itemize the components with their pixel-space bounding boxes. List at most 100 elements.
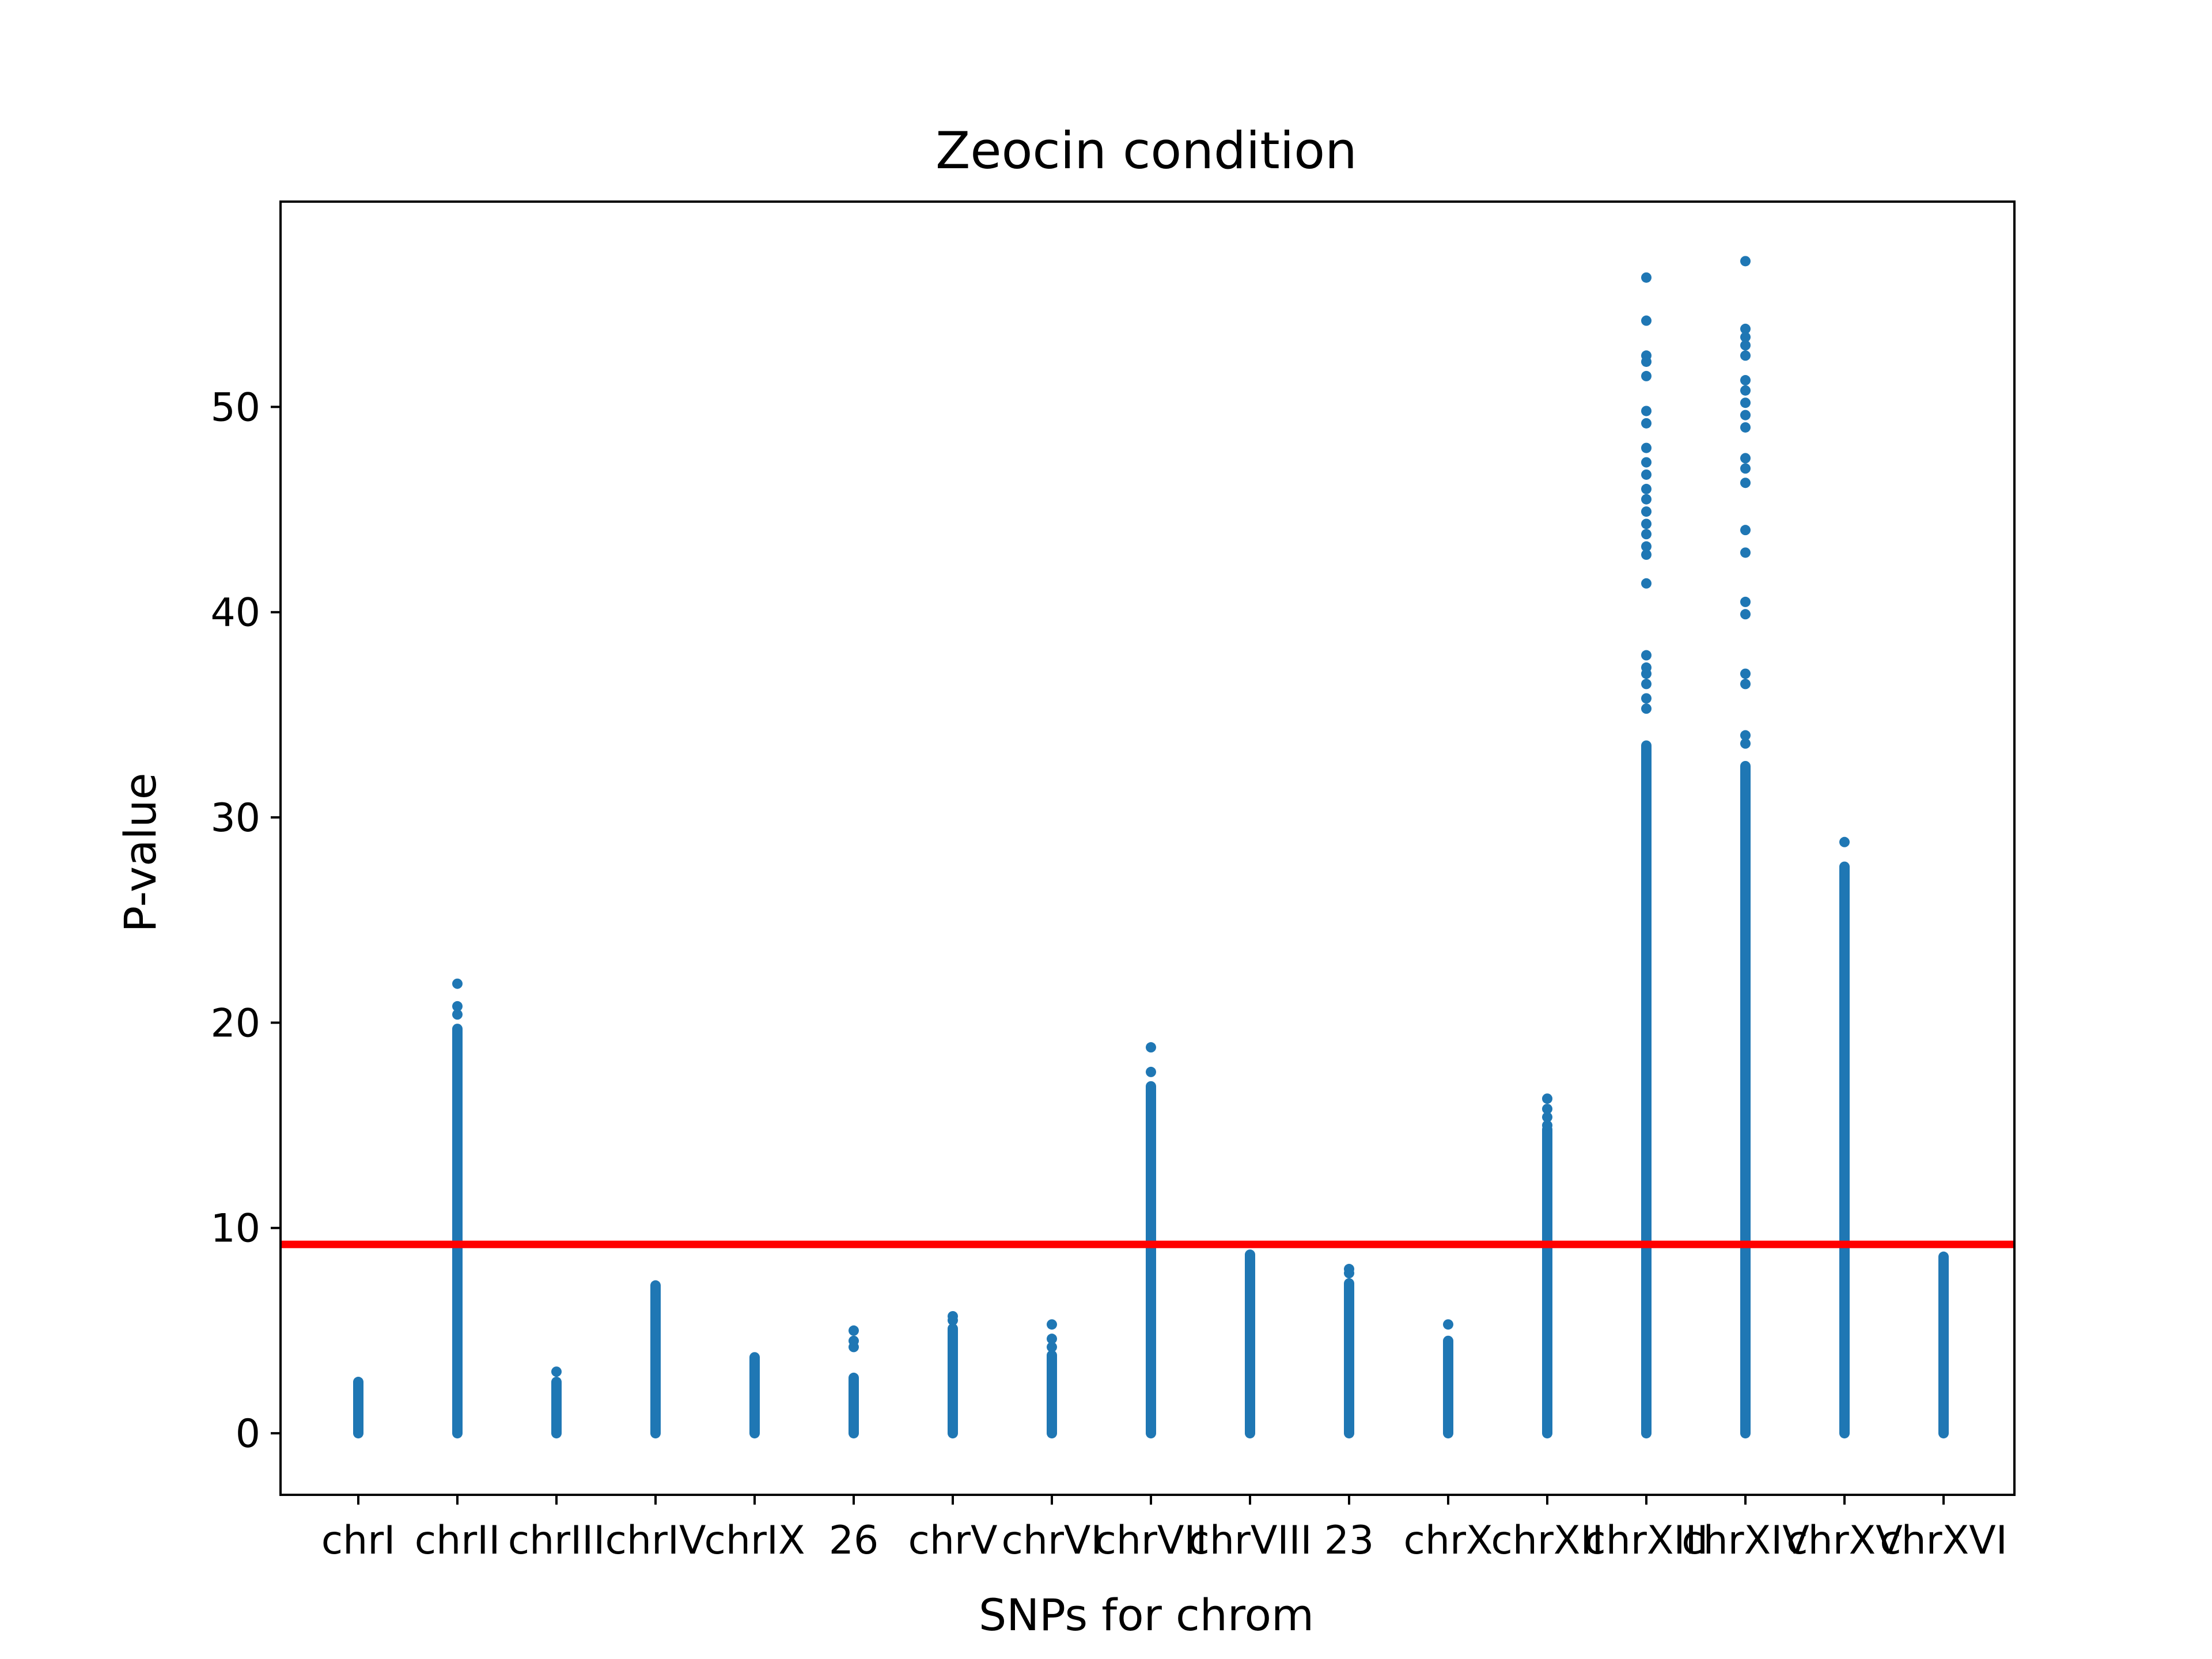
data-point-column <box>1443 1335 1453 1439</box>
data-point <box>1740 385 1751 396</box>
data-point <box>1641 650 1652 661</box>
data-point-column <box>1542 1124 1552 1439</box>
x-tick-label: chrVII <box>1094 1518 1207 1563</box>
series-23 <box>1344 1264 1354 1439</box>
y-tick-label: 40 <box>210 590 260 636</box>
data-point <box>452 1009 463 1020</box>
data-point <box>1641 541 1652 552</box>
x-tick-label: chrX <box>1403 1518 1493 1563</box>
data-point <box>1542 1120 1552 1131</box>
data-point-column <box>1740 760 1751 1439</box>
x-tick-label: chrVI <box>1001 1518 1102 1563</box>
data-point <box>1740 256 1751 267</box>
x-tick-label: chrXIV <box>1681 1518 1809 1563</box>
data-point-column <box>849 1372 859 1439</box>
series-chrXVI <box>1938 1251 1949 1439</box>
data-point <box>1542 1104 1552 1115</box>
x-tick-label: chrII <box>415 1518 501 1563</box>
data-point-column <box>1641 740 1652 1439</box>
data-point <box>1740 609 1751 620</box>
data-point <box>1641 469 1652 480</box>
data-point <box>1641 662 1652 673</box>
data-point <box>1740 738 1751 749</box>
y-tick-label: 50 <box>210 385 260 430</box>
data-point <box>1641 457 1652 468</box>
data-point <box>1641 483 1652 494</box>
data-point-column <box>551 1377 562 1439</box>
data-point <box>1740 730 1751 741</box>
data-point-column <box>1839 861 1850 1439</box>
data-point <box>1740 397 1751 408</box>
data-point-column <box>948 1323 958 1439</box>
data-point <box>1641 370 1652 381</box>
series-chrIV <box>650 1280 661 1439</box>
data-point <box>1740 453 1751 464</box>
x-tick-label: 26 <box>829 1518 879 1563</box>
series-chrXII <box>1542 1093 1552 1439</box>
data-point-column <box>749 1352 760 1439</box>
data-point <box>1542 1112 1552 1123</box>
chart-title: Zeocin condition <box>935 121 1357 180</box>
x-tick-label: chrI <box>321 1518 396 1563</box>
data-point <box>1740 375 1751 386</box>
data-point <box>1344 1264 1354 1275</box>
data-point <box>1047 1319 1057 1330</box>
data-point <box>1443 1319 1453 1330</box>
data-point <box>1047 1334 1057 1344</box>
data-point <box>1740 323 1751 334</box>
series-chrI <box>353 1377 363 1439</box>
x-axis-label: SNPs for chrom <box>979 1589 1314 1641</box>
data-point <box>1740 422 1751 433</box>
data-point <box>1641 442 1652 453</box>
data-point <box>1641 529 1652 540</box>
data-point <box>1641 406 1652 416</box>
data-point <box>452 978 463 989</box>
y-tick-label: 10 <box>210 1206 260 1252</box>
x-tick-label: chrV <box>908 1518 998 1563</box>
data-point <box>1047 1342 1057 1353</box>
data-point-column <box>1146 1081 1156 1439</box>
data-point <box>452 1001 463 1012</box>
data-point <box>849 1325 859 1336</box>
data-point-column <box>1245 1249 1255 1439</box>
series-chrVI <box>1047 1319 1057 1439</box>
data-point <box>1740 525 1751 536</box>
series-chrXIV <box>1740 256 1751 1439</box>
series-chrIII <box>551 1366 562 1439</box>
data-point <box>1641 703 1652 714</box>
data-point <box>1740 350 1751 361</box>
y-tick-label: 0 <box>236 1411 260 1457</box>
data-point <box>1740 679 1751 690</box>
series-chrV <box>948 1310 958 1439</box>
data-point-column <box>1047 1350 1057 1439</box>
x-tick-label: chrXV <box>1786 1518 1903 1563</box>
data-point <box>1740 547 1751 558</box>
series-chrX <box>1443 1319 1453 1439</box>
series-chrIX <box>749 1352 760 1439</box>
data-point <box>1641 506 1652 517</box>
data-point <box>1641 350 1652 361</box>
series-chrVII <box>1146 1042 1156 1439</box>
data-point <box>1641 494 1652 505</box>
data-point <box>1641 418 1652 429</box>
data-point <box>1146 1066 1156 1077</box>
series-chrXV <box>1839 836 1850 1439</box>
plot-frame <box>279 200 2016 1496</box>
x-tick-label: chrIX <box>704 1518 805 1563</box>
data-point <box>551 1366 562 1377</box>
data-point <box>849 1335 859 1346</box>
data-point-column <box>452 1024 463 1439</box>
x-tick-label: chrXIII <box>1584 1518 1708 1563</box>
data-point <box>1740 463 1751 474</box>
y-axis: 0 10 20 30 40 50 <box>210 385 281 1457</box>
data-point-column <box>650 1280 661 1439</box>
data-point <box>1641 679 1652 690</box>
x-tick-label: chrIV <box>605 1518 706 1563</box>
data-point-column <box>1938 1251 1949 1439</box>
series-chrII <box>452 978 463 1439</box>
data-point <box>1740 332 1751 343</box>
plot-area <box>281 256 2014 1439</box>
series-chrXIII <box>1641 272 1652 1439</box>
